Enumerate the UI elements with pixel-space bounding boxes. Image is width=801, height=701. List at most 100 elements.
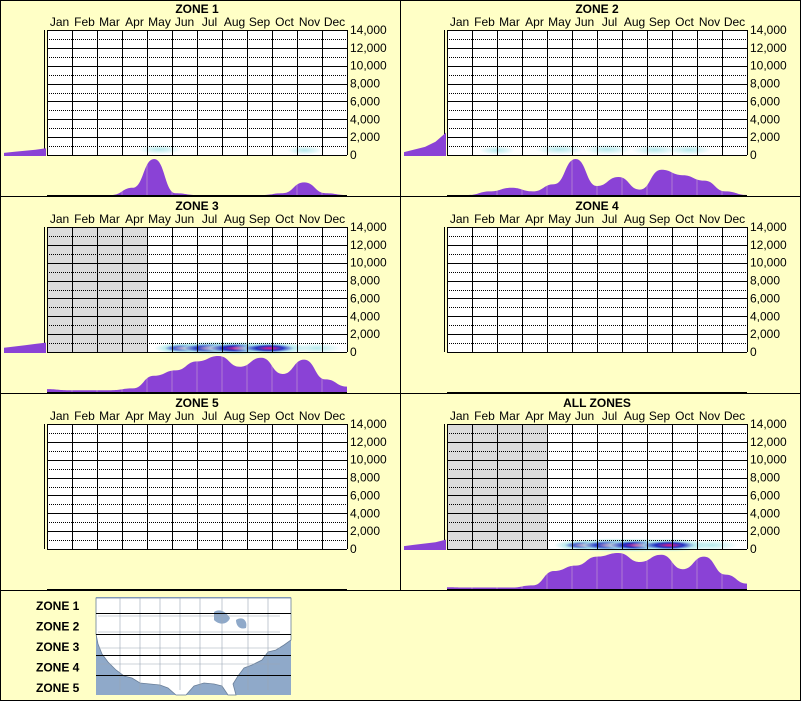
month-label: Mar xyxy=(499,15,520,29)
month-label: Aug xyxy=(224,15,245,29)
y-tick-label: 14,000 xyxy=(750,220,787,234)
y-tick-label: 10,000 xyxy=(350,59,387,73)
heat-spot xyxy=(535,144,584,155)
y-tick-label: 10,000 xyxy=(750,453,787,467)
no-data-cell xyxy=(72,227,97,352)
month-label: Apr xyxy=(525,212,544,226)
chart-title: ZONE 2 xyxy=(575,2,619,16)
y-tick-label: 12,000 xyxy=(750,238,787,252)
month-label: Oct xyxy=(275,15,294,29)
no-data-cell xyxy=(522,424,547,549)
month-label: Apr xyxy=(125,15,144,29)
y-tick-label: 4,000 xyxy=(750,506,780,520)
y-tick-label: 6,000 xyxy=(750,488,780,502)
month-label: Jun xyxy=(575,409,594,423)
month-label: Mar xyxy=(99,15,120,29)
heat-spot xyxy=(631,144,678,155)
zone-chart-5: ZONE 5 Jan Feb Mar Apr May Jun Jul Aug Sep Oct Nov D… xyxy=(44,396,387,590)
heat-spot xyxy=(630,538,709,552)
month-label: Feb xyxy=(474,409,495,423)
y-tick-label: 14,000 xyxy=(350,220,387,234)
y-tick-label: 4,000 xyxy=(350,506,380,520)
chart-title: ZONE 4 xyxy=(575,199,619,213)
zone-chart-2: ZONE 2 Jan Feb Mar Apr May Jun Jul Aug Sep Oct Nov D… xyxy=(404,2,787,196)
month-label: May xyxy=(148,409,171,423)
elevation-profile xyxy=(404,539,446,550)
y-tick-label: 12,000 xyxy=(750,435,787,449)
month-label: May xyxy=(148,212,171,226)
heat-spot xyxy=(292,343,342,354)
month-label: Oct xyxy=(675,15,694,29)
y-tick-label: 6,000 xyxy=(350,94,380,108)
month-label: Jun xyxy=(175,212,194,226)
heat-spot xyxy=(686,540,738,551)
month-label: Jul xyxy=(602,212,617,226)
month-label: Nov xyxy=(299,212,320,226)
y-tick-label: 10,000 xyxy=(750,256,787,270)
month-label: Dec xyxy=(724,212,745,226)
y-tick-label: 12,000 xyxy=(350,238,387,252)
zone-chart-6: ALL ZONES Jan Feb Mar Apr May Jun Jul Aug Sep Oct N… xyxy=(404,396,787,590)
y-tick-label: 4,000 xyxy=(750,112,780,126)
month-label: Mar xyxy=(99,409,120,423)
y-tick-label: 0 xyxy=(750,542,757,556)
month-label: Nov xyxy=(299,15,320,29)
elevation-profile xyxy=(4,148,46,156)
month-label: Jun xyxy=(175,15,194,29)
y-tick-label: 0 xyxy=(750,148,757,162)
y-tick-label: 14,000 xyxy=(750,23,787,37)
no-data-cell xyxy=(497,424,522,549)
no-data-cell xyxy=(447,424,472,549)
zone-chart-4: ZONE 4 Jan Feb Mar Apr May Jun Jul Aug Sep Oct Nov D… xyxy=(444,199,787,393)
heat-spot xyxy=(286,145,323,155)
y-tick-label: 2,000 xyxy=(350,130,380,144)
legend-zone-label: ZONE 2 xyxy=(36,620,80,634)
month-label: Jan xyxy=(450,212,469,226)
y-tick-label: 8,000 xyxy=(350,471,380,485)
month-label: Sep xyxy=(649,409,671,423)
zone-legend: ZONE 1 ZONE 2 ZONE 3 ZONE 4 ZONE 5 xyxy=(36,597,292,696)
month-label: Apr xyxy=(125,212,144,226)
month-label: Jan xyxy=(450,15,469,29)
month-label: Feb xyxy=(74,409,95,423)
month-label: Oct xyxy=(275,409,294,423)
grid-lines xyxy=(447,227,748,353)
y-tick-label: 2,000 xyxy=(750,130,780,144)
month-label: Jan xyxy=(50,15,69,29)
zone-chart-1: ZONE 1 Jan Feb Mar Apr May Jun Jul Aug Sep Oct Nov D… xyxy=(4,2,387,196)
month-label: Mar xyxy=(499,409,520,423)
month-label: Sep xyxy=(249,409,271,423)
y-tick-label: 0 xyxy=(750,345,757,359)
y-tick-label: 2,000 xyxy=(750,524,780,538)
month-label: Dec xyxy=(324,409,345,423)
y-tick-label: 10,000 xyxy=(350,453,387,467)
month-label: Aug xyxy=(624,212,645,226)
y-tick-label: 6,000 xyxy=(350,488,380,502)
month-label: Aug xyxy=(624,409,645,423)
month-label: Sep xyxy=(649,15,671,29)
month-label: May xyxy=(548,212,571,226)
grid-lines xyxy=(47,227,348,353)
y-tick-label: 14,000 xyxy=(350,417,387,431)
y-tick-label: 6,000 xyxy=(350,291,380,305)
month-label: Jan xyxy=(450,409,469,423)
no-data-cell xyxy=(472,424,497,549)
month-label: Oct xyxy=(275,212,294,226)
month-label: Jun xyxy=(575,15,594,29)
month-label: Nov xyxy=(299,409,320,423)
y-tick-label: 10,000 xyxy=(750,59,787,73)
month-label: Sep xyxy=(649,212,671,226)
y-tick-label: 4,000 xyxy=(350,309,380,323)
grid-lines xyxy=(47,30,348,156)
y-tick-label: 8,000 xyxy=(750,274,780,288)
legend-zone-label: ZONE 1 xyxy=(36,599,80,613)
heat-spot xyxy=(668,145,711,155)
month-label: Dec xyxy=(324,15,345,29)
y-tick-label: 14,000 xyxy=(350,23,387,37)
grid-lines xyxy=(47,424,348,550)
y-tick-label: 2,000 xyxy=(350,524,380,538)
month-label: Oct xyxy=(675,212,694,226)
chart-title: ZONE 3 xyxy=(175,199,219,213)
y-tick-label: 0 xyxy=(350,542,357,556)
